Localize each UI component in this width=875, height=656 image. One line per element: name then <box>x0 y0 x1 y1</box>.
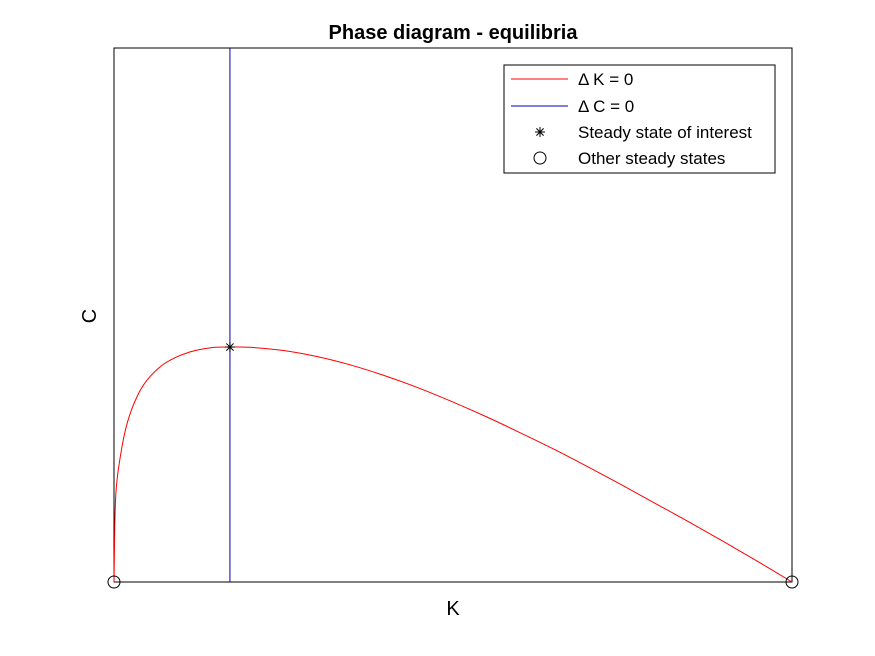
legend-label-steady-state-of-interest: Steady state of interest <box>578 123 752 142</box>
x-axis-label: K <box>446 598 460 620</box>
steady-state-of-interest-point <box>224 342 235 353</box>
series-layer <box>113 48 793 583</box>
chart-title: Phase diagram - equilibria <box>329 22 579 44</box>
y-axis-label: C <box>79 309 101 323</box>
circle-marker-icon <box>533 151 547 165</box>
other-steady-state-point <box>785 575 799 589</box>
legend-label-delta-k: Δ K = 0 <box>578 70 633 89</box>
legend-box <box>503 64 776 174</box>
legend-entry-steady-state-of-interest: Steady state of interest <box>535 123 752 142</box>
legend: Δ K = 0 Δ C = 0 Steady state of interest… <box>503 64 776 174</box>
legend-entry-delta-k: Δ K = 0 <box>511 70 633 89</box>
delta-k-nullcline <box>113 346 793 583</box>
legend-label-delta-c: Δ C = 0 <box>578 97 634 116</box>
marker-layer <box>107 342 799 589</box>
legend-entry-delta-c: Δ C = 0 <box>511 97 634 116</box>
legend-entry-other-steady-states: Other steady states <box>533 149 725 168</box>
other-steady-state-point <box>107 575 121 589</box>
asterisk-marker-icon <box>535 127 545 137</box>
legend-label-other-steady-states: Other steady states <box>578 149 725 168</box>
